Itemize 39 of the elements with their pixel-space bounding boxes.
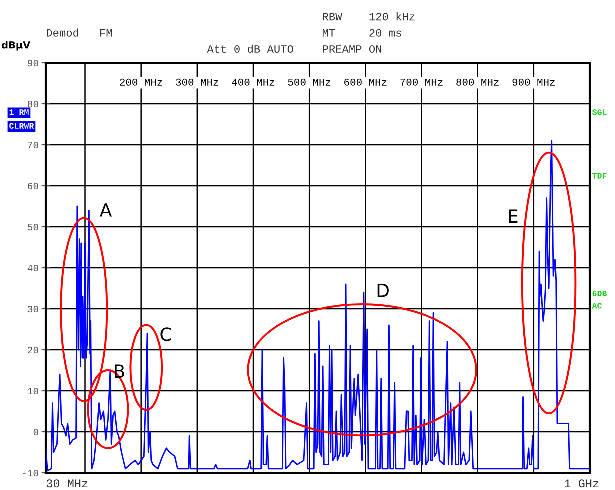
y-tick-label: 40: [28, 265, 38, 272]
text: PREAMP ON: [323, 45, 382, 54]
text: SGL: [592, 110, 607, 116]
x-tick-label: 900 MHz: [512, 78, 555, 86]
x-tick-label: 400 MHz: [232, 78, 275, 86]
y-tick-label: 20: [28, 347, 38, 354]
y-tick-label: 90: [28, 60, 38, 67]
text: 1 GHz: [565, 480, 599, 488]
y-tick-label: 30: [28, 306, 38, 313]
annotation: A: [100, 204, 112, 217]
y-tick-label: 50: [28, 224, 38, 231]
annotation: E: [509, 210, 518, 223]
text: AC: [592, 303, 602, 309]
y-tick-label: 10: [28, 388, 38, 395]
text: 6DB: [592, 290, 608, 297]
y-tick-label: 70: [28, 142, 38, 149]
x-tick-label: 600 MHz: [344, 78, 387, 86]
x-tick-label: 500 MHz: [288, 78, 331, 86]
text: CLRWR: [10, 123, 34, 129]
line-series: [46, 140, 590, 472]
text: MT 20 ms: [322, 29, 402, 37]
text: RBW 120 kHz: [323, 12, 415, 21]
y-tick-label: 0: [34, 429, 38, 436]
y-tick-label: -10: [23, 470, 38, 477]
x-tick-label: 200 MHz: [120, 78, 162, 86]
x-tick-label: 300 MHz: [176, 78, 218, 86]
annotation: C: [160, 328, 172, 342]
annotation: B: [115, 364, 124, 378]
text: TDF: [592, 173, 607, 179]
annotation: D: [378, 284, 389, 298]
x-tick-label: 700 MHz: [400, 78, 443, 86]
text: Att 0 dB AUTO: [207, 44, 294, 54]
y-axis-title: dBµV: [2, 41, 31, 51]
text: Demod FM: [47, 28, 112, 37]
x-tick-label: 800 MHz: [456, 78, 499, 86]
text: 30 MHz: [46, 480, 88, 488]
y-tick-label: 60: [28, 183, 38, 190]
text: 1 RM: [10, 110, 29, 116]
y-tick-label: 80: [28, 101, 38, 108]
